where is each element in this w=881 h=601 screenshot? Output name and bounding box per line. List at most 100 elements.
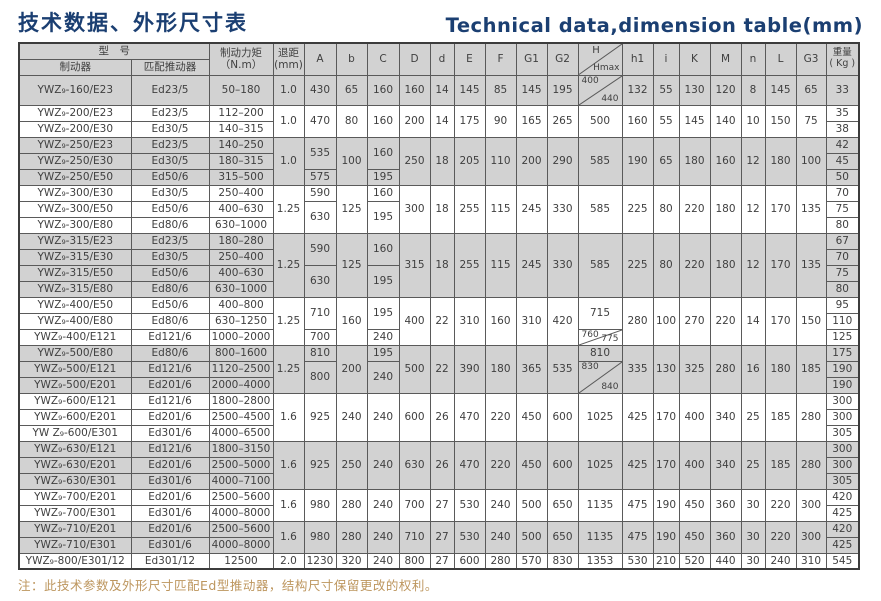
dim-cell-K: 180 [678, 136, 711, 186]
dim-cell-A: 470 [303, 104, 337, 138]
column-header-weight: 重量 ( Kg ) [825, 42, 860, 76]
dim-cell-A: 710 [303, 296, 337, 330]
dim-cell-n: 8 [740, 74, 766, 106]
dim-cell-K: 400 [678, 392, 711, 442]
dim-cell-M: 160 [709, 136, 742, 186]
dim-cell-D: 500 [398, 344, 431, 394]
dim-cell-b: 80 [335, 104, 368, 138]
dim-cell-A: 430 [303, 74, 337, 106]
dim-cell-D: 250 [398, 136, 431, 186]
dim-cell-b: 125 [335, 184, 368, 234]
table-row: YWZ₉-400/E80 Ed80/6 630–1250 110 [18, 312, 860, 330]
dim-cell-H: 715 [577, 296, 623, 330]
pusher-model-cell: Ed201/6 [130, 456, 210, 474]
dim-cell-G1: 450 [515, 440, 548, 490]
dim-cell-n: 16 [740, 344, 766, 394]
column-header-h1: h1 [621, 42, 654, 76]
dim-cell-i: 55 [652, 104, 680, 138]
table-body: YWZ₉-160/E23 Ed23/5 50–180 1.0 430 65 160 160 14… [18, 74, 860, 570]
weight-cell: 110 [825, 312, 860, 330]
dim-cell-A: 980 [303, 520, 337, 554]
column-header-A: A [303, 42, 337, 76]
torque-range-cell: 1000–2000 [208, 328, 274, 346]
pusher-model-cell: Ed121/6 [130, 392, 210, 410]
torque-range-cell: 140–250 [208, 136, 274, 154]
dim-cell-n: 30 [740, 520, 766, 554]
pusher-model-cell: Ed301/6 [130, 536, 210, 554]
dim-cell-h1: 225 [621, 184, 654, 234]
dim-cell-G3: 300 [795, 488, 827, 522]
table-row: YWZ₉-400/E121 Ed121/6 1000–2000 700 240 760 77… [18, 328, 860, 346]
table-row: YWZ₉-710/E301 Ed301/6 4000–8000 425 [18, 536, 860, 554]
brake-model-cell: YWZ₉-250/E50 [18, 168, 132, 186]
dim-cell-G2: 330 [546, 184, 579, 234]
table-row: YWZ₉-300/E50 Ed50/6 400–630 630 195 75 [18, 200, 860, 234]
dim-cell-G3: 65 [795, 74, 827, 106]
pusher-model-cell: Ed301/6 [130, 424, 210, 442]
dim-cell-G1: 500 [515, 520, 548, 554]
dim-cell-F: 180 [484, 344, 517, 394]
weight-cell: 35 [825, 104, 860, 122]
dim-cell-gap: 1.0 [272, 74, 305, 106]
diagonal-divider-line [579, 330, 622, 345]
dim-cell-b: 280 [335, 488, 368, 522]
table-row: YWZ₉-500/E121 Ed121/6 1120–2500 800 240 830 84… [18, 360, 860, 394]
dim-cell-G1: 500 [515, 488, 548, 522]
header-row-1: 型 号 制动力矩 （N.m） 退距 (mm) A b C D d E F G1 … [18, 42, 860, 76]
dim-cell-K: 520 [678, 552, 711, 570]
dim-cell-i: 170 [652, 392, 680, 442]
dim-cell-C: 160 [366, 184, 400, 202]
dim-cell-E: 390 [453, 344, 486, 394]
torque-range-cell: 630–1000 [208, 216, 274, 234]
dim-cell-D: 200 [398, 104, 431, 138]
pusher-model-cell: Ed80/6 [130, 280, 210, 298]
pusher-model-cell: Ed201/6 [130, 408, 210, 426]
dim-cell-G1: 570 [515, 552, 548, 570]
dim-cell-gap: 1.0 [272, 136, 305, 186]
pusher-model-cell: Ed201/6 [130, 376, 210, 394]
torque-range-cell: 140–315 [208, 120, 274, 138]
dim-cell-K: 450 [678, 520, 711, 554]
dim-cell-gap: 1.25 [272, 344, 305, 394]
brake-model-cell: YWZ₉-300/E30 [18, 184, 132, 202]
diag-bottom-value: 775 [601, 333, 619, 344]
dim-cell-C: 195 [366, 200, 400, 234]
dim-cell-G3: 280 [795, 392, 827, 442]
dim-cell-i: 170 [652, 440, 680, 490]
dim-cell-i: 80 [652, 232, 680, 298]
dim-cell-F: 240 [484, 488, 517, 522]
dim-cell-d: 26 [429, 392, 455, 442]
column-header-G1: G1 [515, 42, 548, 76]
torque-range-cell: 4000–7100 [208, 472, 274, 490]
brake-model-cell: YW Z₉-600/E301 [18, 424, 132, 442]
weight-cell: 300 [825, 440, 860, 458]
dim-cell-G2: 535 [546, 344, 579, 394]
dim-cell-E: 175 [453, 104, 486, 138]
dim-cell-M: 120 [709, 74, 742, 106]
dim-cell-H: 830 840 [577, 360, 623, 394]
brake-model-cell: YWZ₉-500/E201 [18, 376, 132, 394]
dim-cell-D: 160 [398, 74, 431, 106]
table-row: YWZ₉-200/E23 Ed23/5 112–200 1.0 470 80 160 200 1… [18, 104, 860, 138]
pusher-model-cell: Ed30/5 [130, 120, 210, 138]
dim-cell-i: 190 [652, 488, 680, 522]
pusher-model-cell: Ed301/6 [130, 472, 210, 490]
dim-cell-G3: 135 [795, 184, 827, 234]
weight-cell: 67 [825, 232, 860, 250]
dim-cell-C: 195 [366, 264, 400, 298]
dim-cell-G1: 200 [515, 136, 548, 186]
dim-cell-n: 30 [740, 552, 766, 570]
dim-cell-L: 150 [764, 104, 797, 138]
dim-cell-A: 1230 [303, 552, 337, 570]
dim-cell-b: 200 [335, 344, 368, 394]
weight-cell: 75 [825, 200, 860, 218]
dim-cell-G3: 280 [795, 440, 827, 490]
brake-model-cell: YWZ₉-630/E201 [18, 456, 132, 474]
weight-cell: 70 [825, 248, 860, 266]
dim-cell-i: 100 [652, 296, 680, 346]
weight-cell: 38 [825, 120, 860, 138]
brake-model-cell: YWZ₉-700/E301 [18, 504, 132, 522]
brake-model-cell: YWZ₉-400/E50 [18, 296, 132, 314]
dim-cell-C: 160 [366, 104, 400, 138]
pusher-model-cell: Ed30/5 [130, 152, 210, 170]
